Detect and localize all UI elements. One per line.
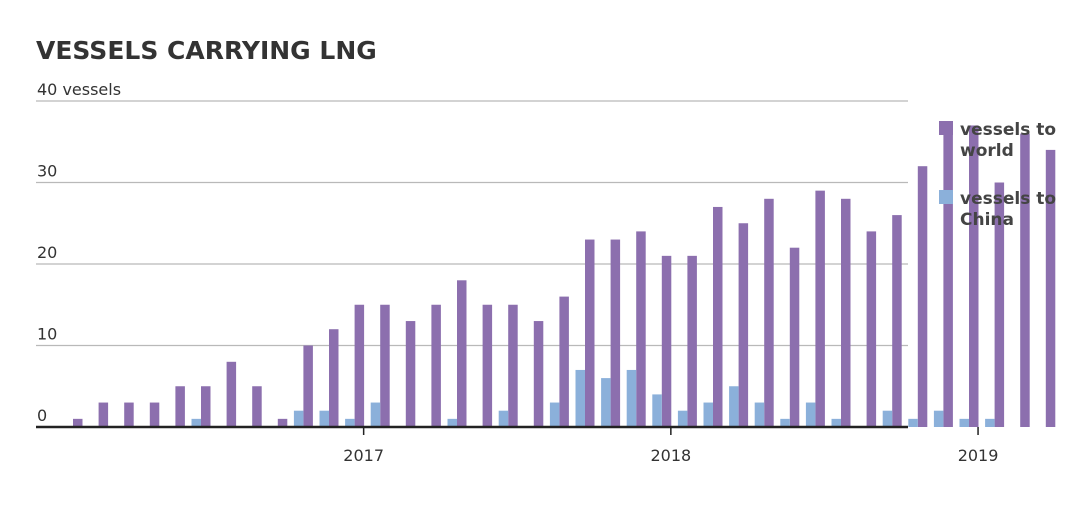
bar-china xyxy=(498,410,509,427)
bar-china xyxy=(319,410,329,427)
bars xyxy=(73,125,1056,427)
bar-china xyxy=(908,418,918,427)
bar-world xyxy=(687,255,697,427)
bar-china xyxy=(805,402,816,427)
legend-label-line1: vessels to xyxy=(960,120,1056,140)
chart-title: VESSELS CARRYING LNG xyxy=(36,36,377,65)
bar-china xyxy=(370,402,381,427)
bar-china xyxy=(933,410,944,427)
bar-world xyxy=(431,304,441,427)
x-tick-label: 2019 xyxy=(958,446,999,465)
bar-china xyxy=(652,394,662,427)
bar-china xyxy=(191,418,201,427)
bar-world xyxy=(457,280,467,427)
bar-world xyxy=(98,402,109,427)
bar-world xyxy=(508,304,518,427)
bar-world xyxy=(815,190,825,427)
legend-label-line2: China xyxy=(960,210,1014,230)
bar-world xyxy=(738,223,749,427)
bar-world xyxy=(175,386,185,427)
series-world xyxy=(73,125,1056,427)
y-tick-label: 10 xyxy=(37,325,57,344)
bar-world xyxy=(585,239,595,427)
bar-world xyxy=(533,321,544,427)
bar-world xyxy=(764,198,774,427)
bar-china xyxy=(626,369,637,427)
bar-world xyxy=(405,321,416,427)
bar-world xyxy=(789,247,800,427)
bar-world xyxy=(559,296,569,427)
bar-china xyxy=(882,410,893,427)
bar-china xyxy=(959,418,969,427)
y-tick-label: 20 xyxy=(37,243,57,262)
bar-china xyxy=(677,410,688,427)
bar-world xyxy=(124,402,134,427)
bar-china xyxy=(293,410,304,427)
bar-world xyxy=(482,304,493,427)
bar-china xyxy=(345,418,355,427)
gridlines xyxy=(36,100,908,347)
bar-world xyxy=(1020,133,1030,427)
y-axis-labels: 40 vessels 30 20 10 0 xyxy=(37,80,121,425)
bar-world xyxy=(841,198,851,427)
bar-world xyxy=(994,182,1005,427)
bar-world xyxy=(610,239,621,427)
bar-world xyxy=(636,231,646,427)
legend-label-line2: world xyxy=(960,141,1014,161)
bar-china xyxy=(601,378,611,427)
bar-china xyxy=(703,402,713,427)
bar-china xyxy=(985,418,995,427)
bar-world xyxy=(866,231,877,427)
bar-world xyxy=(661,255,672,427)
bar-china xyxy=(754,402,765,427)
legend-label-line1: vessels to xyxy=(960,189,1056,209)
bar-china xyxy=(447,418,457,427)
bar-china xyxy=(831,418,841,427)
bar-world xyxy=(354,304,365,427)
bar-world xyxy=(380,304,390,427)
bar-world xyxy=(252,386,262,427)
x-tick-label: 2018 xyxy=(650,446,691,465)
bar-world xyxy=(226,361,237,427)
bar-world xyxy=(713,206,723,427)
legend-swatch-world xyxy=(939,121,953,135)
y-tick-label: 40 vessels xyxy=(37,80,121,99)
legend-swatch-china xyxy=(939,190,953,204)
bar-world xyxy=(303,345,313,427)
bar-world xyxy=(329,329,339,427)
x-axis-ticks: 2017 2018 2019 xyxy=(343,427,998,465)
bar-china xyxy=(729,386,739,427)
y-tick-label: 0 xyxy=(37,406,47,425)
bar-world xyxy=(1045,149,1056,427)
bar-china xyxy=(549,402,560,427)
bar-china xyxy=(575,369,585,427)
series-china xyxy=(191,369,995,427)
x-tick-label: 2017 xyxy=(343,446,384,465)
bar-world xyxy=(943,133,953,427)
bar-world xyxy=(277,418,288,427)
bar-world xyxy=(149,402,160,427)
bar-world xyxy=(892,215,902,427)
bar-world xyxy=(201,386,211,427)
bar-china xyxy=(780,418,790,427)
bar-world xyxy=(917,166,928,427)
bar-world xyxy=(73,418,83,427)
y-tick-label: 30 xyxy=(37,162,57,181)
bar-world xyxy=(969,125,979,427)
